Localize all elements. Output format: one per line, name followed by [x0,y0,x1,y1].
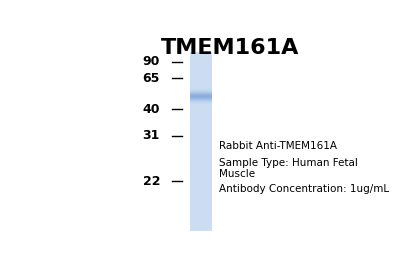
Text: Rabbit Anti-TMEM161A: Rabbit Anti-TMEM161A [219,141,337,151]
Text: 90: 90 [143,55,160,68]
Text: Antibody Concentration: 1ug/mL: Antibody Concentration: 1ug/mL [219,184,389,194]
Text: TMEM161A: TMEM161A [161,38,299,58]
Text: 40: 40 [142,103,160,116]
Text: 65: 65 [143,72,160,85]
Text: 31: 31 [143,129,160,142]
Text: 22: 22 [142,175,160,188]
Text: Muscle: Muscle [219,169,255,179]
Text: Sample Type: Human Fetal: Sample Type: Human Fetal [219,158,358,168]
